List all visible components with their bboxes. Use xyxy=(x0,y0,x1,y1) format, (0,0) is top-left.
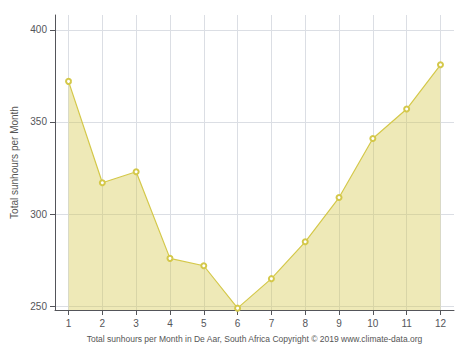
svg-text:7: 7 xyxy=(269,318,275,329)
svg-text:250: 250 xyxy=(30,301,47,312)
svg-text:Total sunhours per Month: Total sunhours per Month xyxy=(9,106,20,219)
svg-text:1: 1 xyxy=(66,318,72,329)
svg-text:10: 10 xyxy=(367,318,379,329)
svg-text:2: 2 xyxy=(100,318,106,329)
svg-text:4: 4 xyxy=(167,318,173,329)
svg-text:Total sunhours per Month in De: Total sunhours per Month in De Aar, Sout… xyxy=(87,334,423,344)
svg-text:3: 3 xyxy=(133,318,139,329)
svg-text:11: 11 xyxy=(401,318,412,329)
svg-text:5: 5 xyxy=(201,318,207,329)
svg-text:8: 8 xyxy=(302,318,308,329)
svg-text:300: 300 xyxy=(30,209,47,220)
svg-text:350: 350 xyxy=(30,116,47,127)
svg-text:12: 12 xyxy=(435,318,447,329)
svg-text:9: 9 xyxy=(336,318,342,329)
svg-text:6: 6 xyxy=(235,318,241,329)
svg-text:400: 400 xyxy=(30,24,47,35)
